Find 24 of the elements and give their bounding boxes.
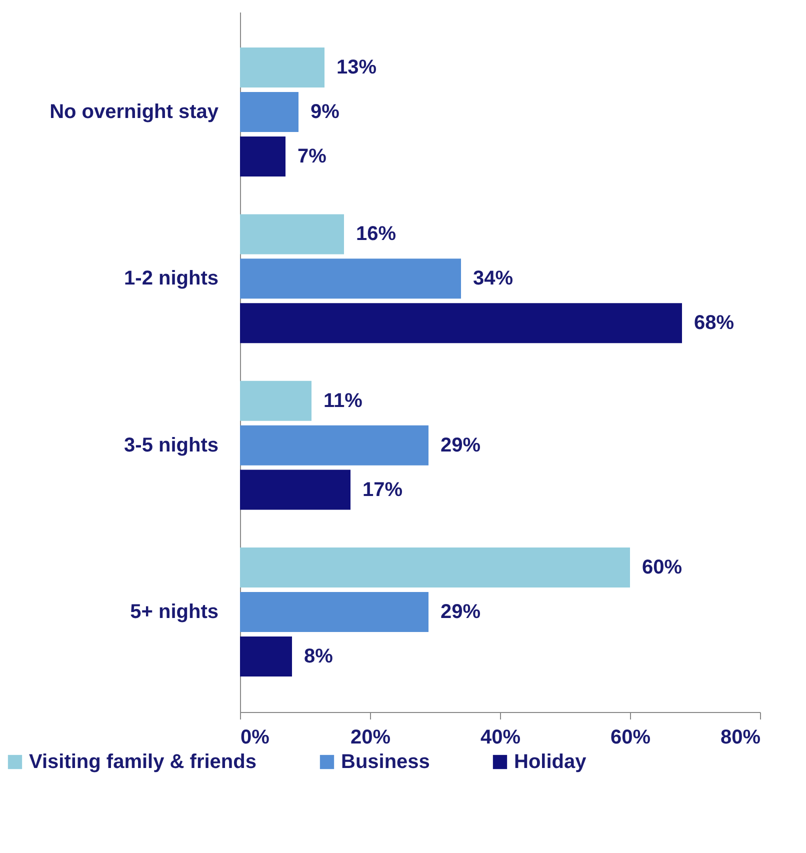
y-tick-label: 1-2 nights [124,268,218,290]
x-tick-label: 0% [240,726,270,748]
data-label: 7% [298,145,327,168]
legend-label: Visiting family & friends [29,751,256,773]
x-tick-label: 60% [610,726,651,748]
data-label: 11% [324,390,363,412]
data-label: 29% [440,601,481,623]
data-label: 9% [310,101,340,123]
legend-label: Business [341,751,430,773]
data-label: 17% [362,478,403,501]
x-tick-label: 20% [350,726,391,748]
x-tick-label: 80% [720,726,761,748]
data-label: 29% [440,434,481,456]
x-tick-label: 40% [480,726,521,748]
legend-label: Holiday [514,751,588,773]
data-label: 8% [304,645,334,668]
data-label: 16% [356,223,396,246]
y-tick-label: 5+ nights [130,601,218,623]
data-label: 60% [642,556,682,579]
data-label: 34% [473,268,514,290]
y-tick-label: No overnight stay [50,101,220,123]
y-tick-label: 3-5 nights [124,434,218,456]
data-label: 13% [336,56,377,79]
data-label: 68% [694,312,734,334]
